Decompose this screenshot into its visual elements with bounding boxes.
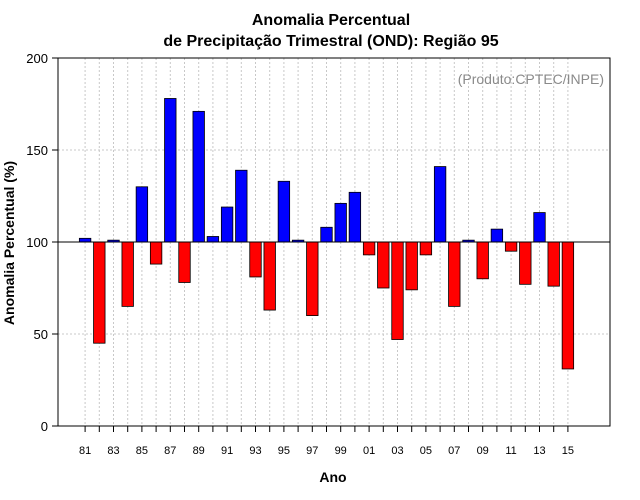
bar-14 (547, 241, 560, 287)
bar-06 (433, 166, 447, 243)
y-axis-label: Anomalia Percentual (%) (1, 161, 17, 325)
chart-title-line1: Anomalia Percentual (252, 12, 410, 29)
x-tick-label-13: 13 (533, 445, 545, 457)
bar-05 (419, 241, 433, 256)
y-tick-label-0: 0 (41, 419, 48, 434)
x-tick-label-01: 01 (363, 445, 375, 457)
x-axis: 81 83 85 87 89 91 93 95 97 99 01 03 05 07 09 11 13 15 (79, 426, 574, 457)
bar-07 (448, 241, 461, 307)
y-tick-label-4: 200 (26, 51, 48, 66)
bar-97 (306, 241, 319, 316)
bar-88 (178, 241, 191, 283)
bar-00 (348, 191, 362, 243)
bar-13 (533, 212, 546, 243)
bar-10 (490, 228, 504, 243)
x-axis-label: Ano (319, 469, 346, 485)
source-annotation: (Produto:CPTEC/INPE) (458, 71, 604, 87)
bar-15 (561, 241, 575, 370)
bar-81 (78, 237, 92, 243)
bar-89 (192, 110, 205, 243)
bar-12 (519, 241, 532, 285)
x-tick-label-81: 81 (79, 445, 91, 457)
x-tick-label-87: 87 (164, 445, 176, 457)
bar-90 (206, 236, 220, 243)
x-tick-label-95: 95 (278, 445, 290, 457)
x-tick-label-97: 97 (306, 445, 318, 457)
bar-04 (405, 241, 418, 291)
y-tick-label-3: 150 (26, 143, 48, 158)
bar-92 (235, 169, 248, 243)
x-tick-label-85: 85 (136, 445, 148, 457)
x-tick-label-09: 09 (477, 445, 489, 457)
bar-99 (334, 202, 347, 243)
x-tick-label-89: 89 (193, 445, 205, 457)
x-tick-label-93: 93 (249, 445, 261, 457)
x-tick-label-15: 15 (562, 445, 574, 457)
x-tick-label-03: 03 (391, 445, 403, 457)
bar-85 (135, 186, 149, 243)
y-tick-label-2: 100 (26, 235, 48, 250)
bar-84 (121, 241, 134, 307)
bar-95 (277, 180, 291, 243)
bar-87 (164, 98, 177, 243)
x-tick-label-07: 07 (448, 445, 460, 457)
x-tick-label-11: 11 (505, 445, 516, 457)
x-tick-label-05: 05 (420, 445, 432, 457)
y-axis: 0 50 100 150 200 (26, 51, 58, 434)
chart-title-line2: de Precipitação Trimestral (OND): Região… (163, 33, 498, 50)
bar-94 (263, 241, 276, 311)
y-tick-label-1: 50 (34, 327, 48, 342)
bar-86 (149, 241, 163, 265)
bar-93 (249, 241, 262, 278)
x-tick-label-91: 91 (221, 445, 233, 457)
bar-03 (391, 241, 404, 340)
bar-11 (504, 241, 518, 252)
x-tick-label-99: 99 (335, 445, 347, 457)
bar-02 (377, 241, 390, 289)
bar-98 (320, 226, 333, 243)
bar-01 (362, 241, 376, 256)
bar-09 (476, 241, 489, 280)
x-tick-label-83: 83 (107, 445, 119, 457)
bar-82 (93, 241, 106, 344)
bar-91 (220, 206, 234, 243)
bars (78, 98, 575, 370)
